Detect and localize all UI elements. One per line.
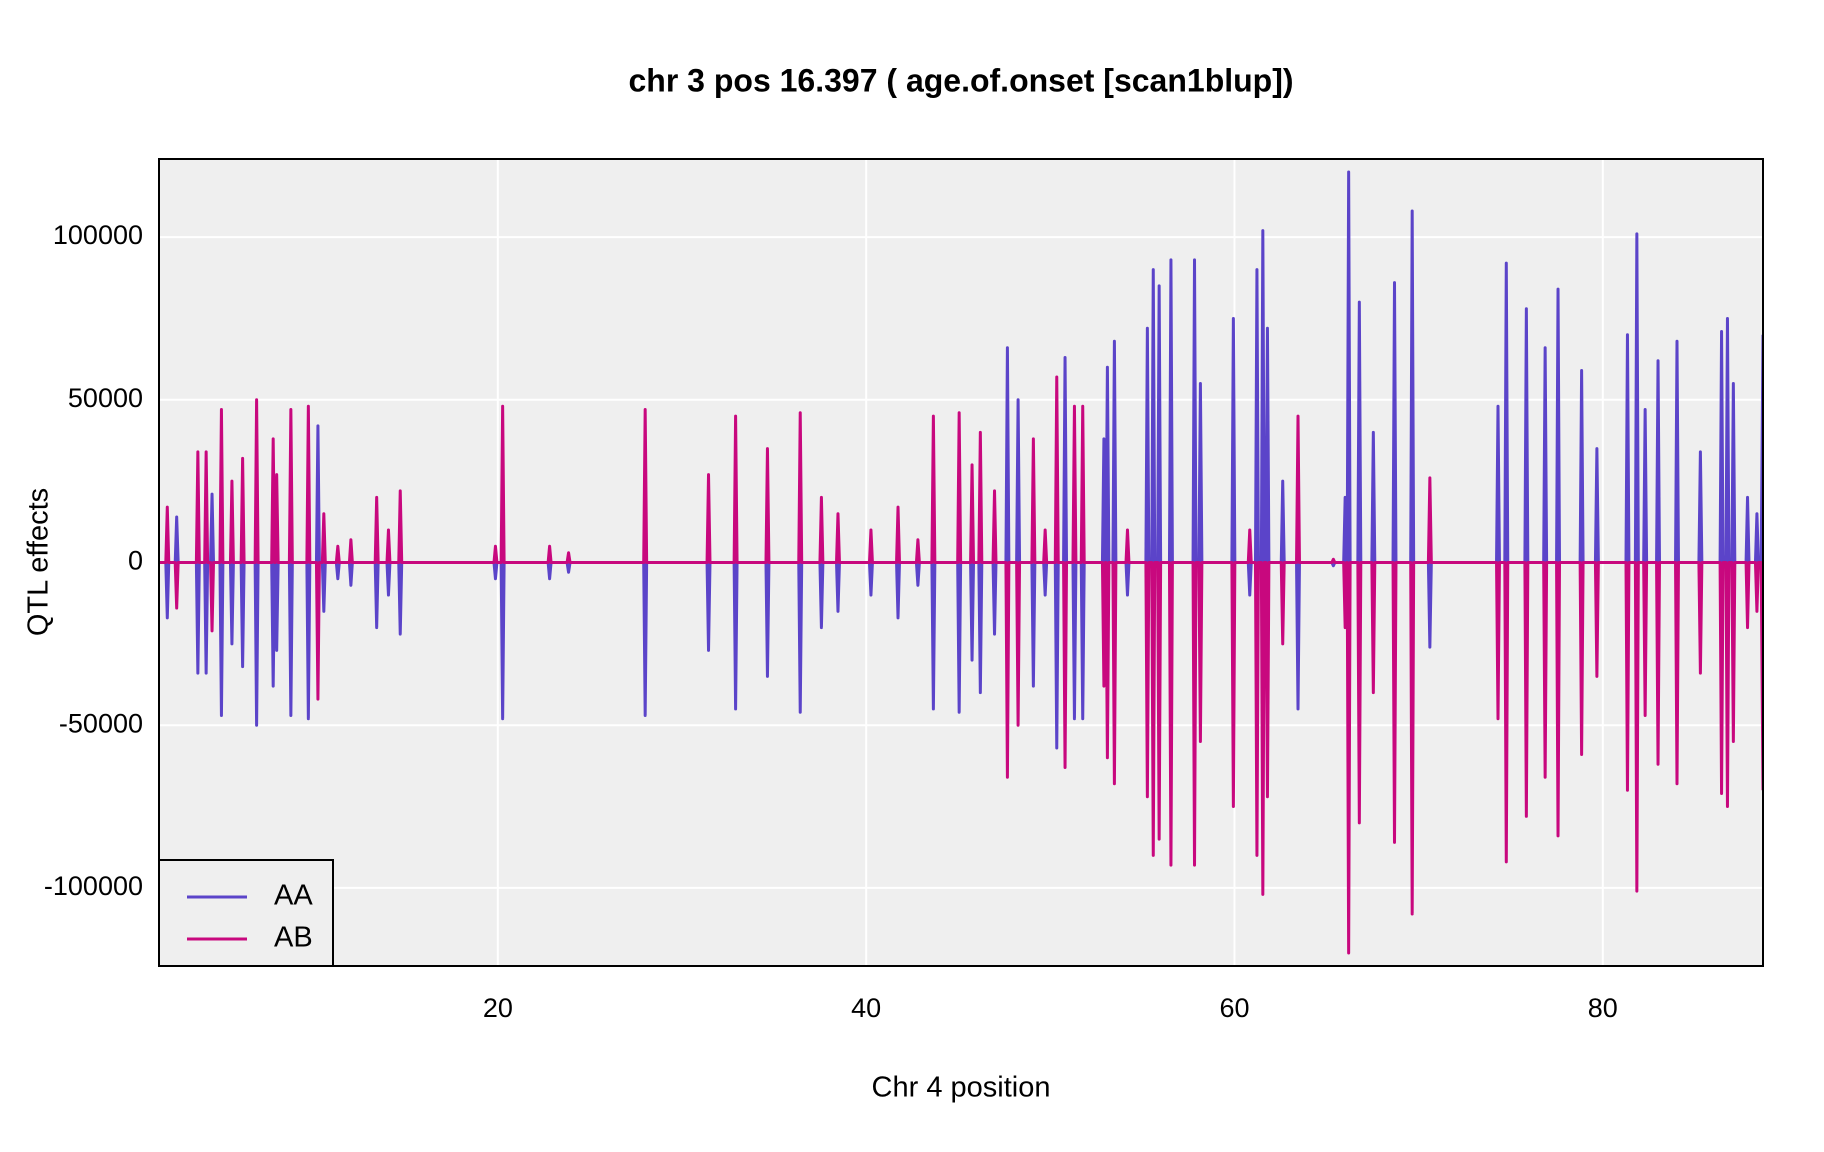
x-axis-label: Chr 4 position bbox=[872, 1072, 1051, 1104]
series-line bbox=[159, 375, 1763, 955]
x-tick-label: 20 bbox=[483, 993, 513, 1023]
x-tick-label: 60 bbox=[1219, 993, 1249, 1023]
lines bbox=[159, 170, 1763, 955]
x-tick-label: 80 bbox=[1588, 993, 1618, 1023]
chart-title: chr 3 pos 16.397 ( age.of.onset [scan1bl… bbox=[628, 62, 1293, 98]
y-tick-label: -50000 bbox=[59, 708, 143, 738]
y-tick-label: 100000 bbox=[53, 220, 143, 250]
legend-label: AB bbox=[274, 922, 313, 954]
y-tick-label: 0 bbox=[128, 546, 143, 576]
plot-frame bbox=[158, 158, 1764, 967]
legend-label: AA bbox=[274, 880, 313, 912]
y-tick-label: 50000 bbox=[68, 383, 143, 413]
legend-box bbox=[158, 859, 334, 967]
legend: AA AB bbox=[158, 859, 334, 967]
y-axis-label: QTL effects bbox=[23, 488, 55, 636]
x-tick-label: 40 bbox=[851, 993, 881, 1023]
y-tick-label: -100000 bbox=[44, 871, 143, 901]
